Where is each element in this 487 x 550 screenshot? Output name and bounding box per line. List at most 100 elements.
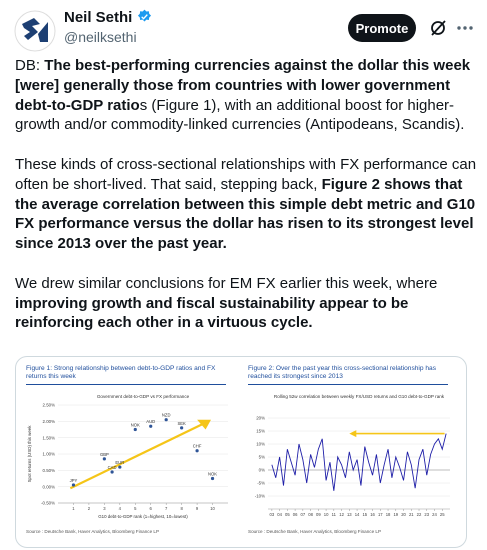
author-name[interactable]: Neil Sethi bbox=[64, 9, 152, 26]
point-label: GBP bbox=[100, 452, 109, 457]
point-label: CAD bbox=[108, 465, 117, 470]
trend-arrow bbox=[69, 421, 206, 490]
x-tick-label: 16 bbox=[370, 512, 375, 517]
text-run: These kinds of cross-sectional relations… bbox=[15, 155, 477, 193]
y-tick-label: -5% bbox=[257, 481, 265, 486]
avatar-logo bbox=[38, 22, 48, 42]
paragraph: DB: The best-performing currencies again… bbox=[15, 56, 477, 135]
y-tick-label: 0% bbox=[259, 468, 265, 473]
x-tick-label: 11 bbox=[332, 512, 337, 517]
x-tick-label: 19 bbox=[393, 512, 398, 517]
x-tick-label: 10 bbox=[324, 512, 329, 517]
y-tick-label: 1.50% bbox=[43, 435, 56, 440]
x-tick-label: 5 bbox=[134, 506, 137, 511]
figure-panel: Figure 1: Strong relationship between de… bbox=[24, 363, 236, 541]
chart: Government debt-to-GDP vs FX performance… bbox=[27, 394, 228, 519]
x-tick-label: 17 bbox=[378, 512, 383, 517]
x-tick-label: 25 bbox=[440, 512, 445, 517]
y-tick-label: 20% bbox=[256, 416, 265, 421]
point-label: SEK bbox=[177, 421, 186, 426]
x-tick-label: 21 bbox=[409, 512, 414, 517]
y-tick-label: 0.50% bbox=[43, 468, 56, 473]
x-tick-label: 9 bbox=[196, 506, 199, 511]
y-axis-label: Spot returns (USD) this week bbox=[27, 425, 32, 483]
x-tick-label: 04 bbox=[277, 512, 282, 517]
x-tick-label: 05 bbox=[285, 512, 290, 517]
y-tick-label: -0.50% bbox=[41, 501, 55, 506]
bold-text: The best-performing currencies against t… bbox=[15, 57, 471, 114]
avatar-logo bbox=[22, 18, 40, 40]
highlight-arrowhead bbox=[349, 430, 357, 438]
text-run: We drew similar conclusions for EM FX ea… bbox=[15, 274, 438, 292]
trend-arrowhead bbox=[197, 419, 211, 430]
x-tick-label: 22 bbox=[417, 512, 422, 517]
point-label: NOK bbox=[131, 423, 140, 428]
more-icon[interactable] bbox=[455, 18, 475, 38]
y-tick-label: 15% bbox=[256, 429, 265, 434]
x-tick-label: 06 bbox=[293, 512, 298, 517]
x-axis-label: G10 debt-to-GDP rank (1=highest, 10=lowe… bbox=[98, 514, 188, 519]
scatter-point bbox=[110, 470, 114, 474]
x-tick-label: 23 bbox=[424, 512, 429, 517]
x-tick-label: 6 bbox=[150, 506, 153, 511]
x-tick-label: 1 bbox=[72, 506, 75, 511]
x-tick-label: 2 bbox=[88, 506, 91, 511]
point-label: NOK bbox=[208, 472, 217, 477]
x-tick-label: 3 bbox=[103, 506, 106, 511]
bold-text: improving growth and fiscal sustainabili… bbox=[15, 294, 409, 332]
tweet-media[interactable]: Figure 1: Strong relationship between de… bbox=[15, 356, 467, 548]
x-tick-label: 03 bbox=[270, 512, 275, 517]
y-tick-label: 2.50% bbox=[43, 403, 56, 408]
scatter-point bbox=[164, 418, 168, 422]
y-tick-label: 1.00% bbox=[43, 452, 56, 457]
figure-source: Source : Deutsche Bank, Haver Analytics,… bbox=[248, 529, 382, 534]
x-tick-label: 7 bbox=[165, 506, 168, 511]
scatter-point bbox=[210, 476, 215, 481]
x-tick-label: 18 bbox=[386, 512, 391, 517]
x-tick-label: 13 bbox=[347, 512, 352, 517]
x-tick-label: 15 bbox=[362, 512, 367, 517]
chart: Rolling 52w correlation between weekly F… bbox=[255, 394, 450, 517]
point-label: AUD bbox=[146, 419, 155, 424]
figure-title: Figure 1: Strong relationship between de… bbox=[26, 365, 226, 385]
y-tick-label: -10% bbox=[255, 494, 265, 499]
y-tick-label: 10% bbox=[256, 442, 265, 447]
y-tick-label: 2.00% bbox=[43, 419, 56, 424]
x-tick-label: 24 bbox=[432, 512, 437, 517]
grok-icon[interactable] bbox=[428, 18, 448, 38]
author-name-text: Neil Sethi bbox=[64, 9, 133, 26]
scatter-point bbox=[195, 449, 199, 453]
x-tick-label: 20 bbox=[401, 512, 406, 517]
scatter-point bbox=[180, 426, 184, 430]
scatter-point bbox=[102, 457, 106, 461]
text-run: DB: bbox=[15, 57, 45, 74]
point-label: NZD bbox=[162, 413, 171, 418]
author-handle[interactable]: @neilksethi bbox=[64, 29, 137, 45]
chart-subtitle: Government debt-to-GDP vs FX performance bbox=[97, 394, 190, 399]
x-tick-label: 09 bbox=[316, 512, 321, 517]
verified-badge bbox=[137, 9, 151, 22]
scatter-point bbox=[118, 465, 122, 469]
y-tick-label: 0.00% bbox=[43, 484, 56, 489]
scatter-point bbox=[71, 483, 76, 487]
figure-source: Source : Deutsche Bank, Haver Analytics,… bbox=[26, 529, 160, 534]
x-tick-label: 8 bbox=[180, 506, 183, 511]
scatter-point bbox=[149, 424, 153, 428]
figure-title: Figure 2: Over the past year this cross-… bbox=[248, 365, 448, 385]
avatar[interactable] bbox=[14, 10, 56, 52]
promote-button[interactable]: Promote bbox=[348, 14, 416, 42]
x-tick-label: 4 bbox=[119, 506, 122, 511]
series-line bbox=[271, 433, 447, 491]
paragraph: These kinds of cross-sectional relations… bbox=[15, 155, 477, 254]
x-tick-label: 07 bbox=[301, 512, 306, 517]
figure-panel: Figure 2: Over the past year this cross-… bbox=[246, 363, 458, 541]
text-run: s (Figure 1), with an additional boost f… bbox=[15, 96, 465, 134]
chart-subtitle: Rolling 52w correlation between weekly F… bbox=[274, 394, 445, 399]
x-tick-label: 10 bbox=[210, 506, 215, 511]
scatter-point bbox=[133, 427, 137, 432]
paragraph: We drew similar conclusions for EM FX ea… bbox=[15, 274, 477, 333]
x-tick-label: 12 bbox=[339, 512, 344, 517]
x-tick-label: 14 bbox=[355, 512, 360, 517]
bold-text: Figure 2 shows that the average correlat… bbox=[15, 175, 476, 253]
